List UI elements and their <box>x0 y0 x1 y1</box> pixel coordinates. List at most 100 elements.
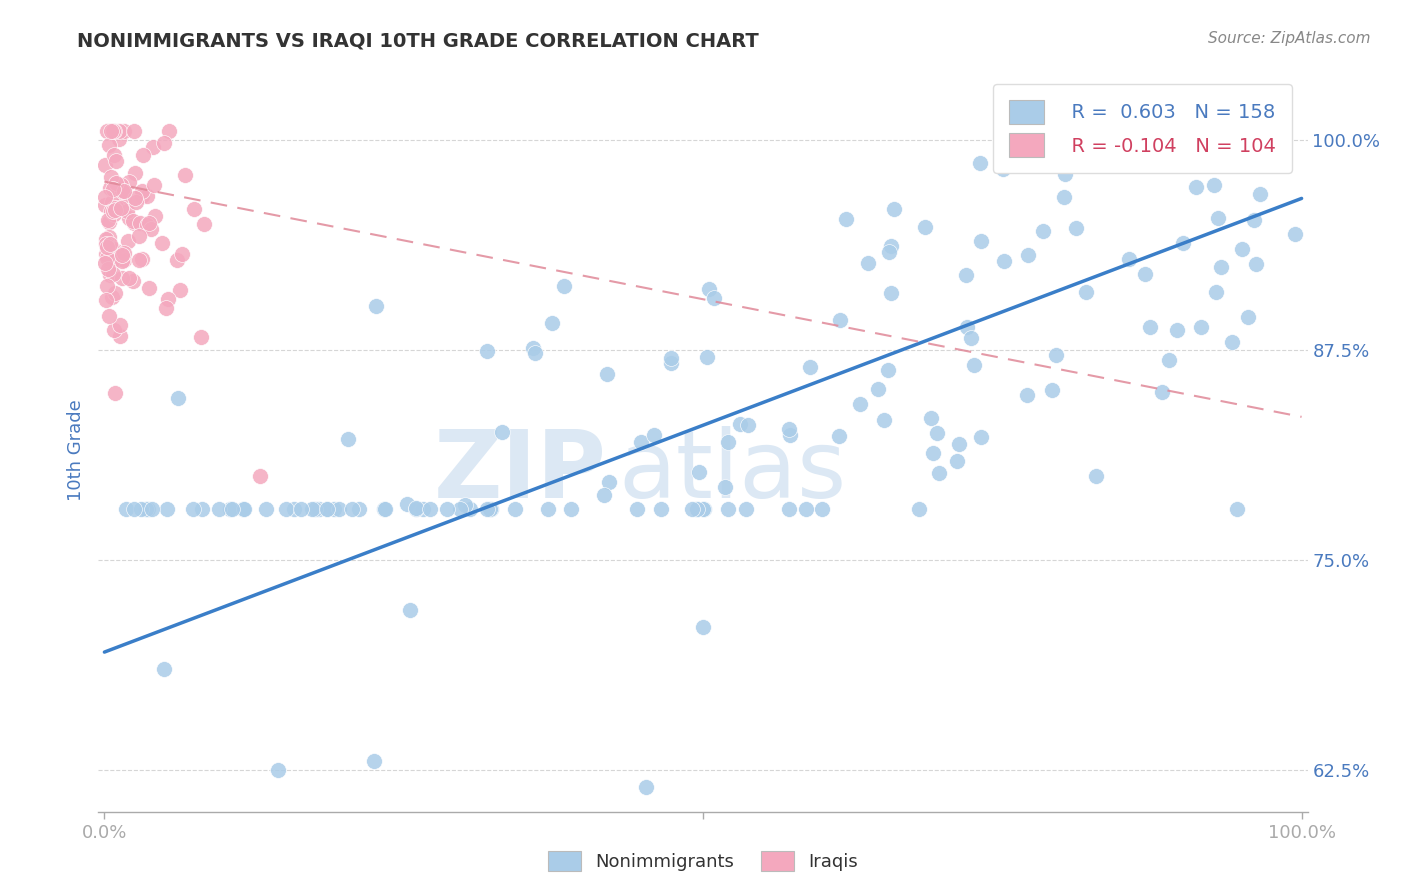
Point <box>98 237 121 252</box>
Point <box>696 350 718 364</box>
Point <box>112 253 135 268</box>
Point <box>103 322 125 336</box>
Point <box>103 202 125 216</box>
Point <box>1206 211 1229 226</box>
Point <box>880 286 903 301</box>
Point <box>728 417 751 431</box>
Point <box>97 215 120 229</box>
Point <box>419 502 441 516</box>
Point <box>928 467 950 481</box>
Point <box>1184 180 1206 194</box>
Point <box>1220 335 1243 350</box>
Point <box>948 437 970 451</box>
Point <box>1064 221 1087 235</box>
Point <box>96 124 118 138</box>
Point <box>479 502 502 516</box>
Point <box>643 428 665 442</box>
Point <box>315 502 337 516</box>
Point <box>1045 347 1067 361</box>
Point <box>221 502 243 516</box>
Point <box>191 502 214 516</box>
Point <box>122 124 145 138</box>
Point <box>172 247 194 261</box>
Point <box>1017 388 1039 402</box>
Point <box>848 397 870 411</box>
Point <box>101 204 124 219</box>
Point <box>111 184 134 198</box>
Point <box>167 392 190 406</box>
Point <box>101 241 124 255</box>
Point <box>872 413 894 427</box>
Point <box>340 502 363 516</box>
Point <box>856 256 879 270</box>
Point <box>111 247 134 261</box>
Point <box>1166 323 1188 337</box>
Text: ZIP: ZIP <box>433 426 606 518</box>
Point <box>301 502 323 516</box>
Point <box>97 310 120 324</box>
Point <box>181 502 204 516</box>
Point <box>135 219 157 233</box>
Point <box>105 202 128 216</box>
Y-axis label: 10th Grade: 10th Grade <box>66 400 84 501</box>
Point <box>1182 124 1205 138</box>
Point <box>128 253 150 268</box>
Point <box>713 480 735 494</box>
Point <box>626 502 648 516</box>
Point <box>104 386 127 401</box>
Point <box>193 217 215 231</box>
Point <box>131 185 153 199</box>
Text: atlas: atlas <box>619 426 846 518</box>
Point <box>879 239 901 253</box>
Point <box>405 502 427 516</box>
Point <box>94 293 117 308</box>
Point <box>449 502 471 516</box>
Point <box>914 220 936 235</box>
Point <box>1284 227 1306 242</box>
Point <box>97 261 120 276</box>
Point <box>121 274 143 288</box>
Point <box>946 454 969 468</box>
Point <box>100 169 122 184</box>
Point <box>1226 502 1249 516</box>
Point <box>630 434 652 449</box>
Point <box>267 763 290 777</box>
Point <box>98 255 121 269</box>
Point <box>907 502 929 516</box>
Point <box>157 292 180 306</box>
Point <box>124 502 146 516</box>
Point <box>153 662 176 676</box>
Point <box>96 252 118 266</box>
Point <box>1076 285 1098 299</box>
Point <box>395 497 418 511</box>
Point <box>128 228 150 243</box>
Point <box>475 502 498 516</box>
Point <box>100 194 122 209</box>
Point <box>560 502 582 516</box>
Point <box>1133 268 1156 282</box>
Point <box>1244 257 1267 271</box>
Point <box>737 417 759 432</box>
Point <box>141 139 163 153</box>
Point <box>143 178 166 192</box>
Point <box>650 502 672 516</box>
Point <box>101 182 124 196</box>
Point <box>969 156 991 170</box>
Point <box>129 502 152 516</box>
Point <box>1032 223 1054 237</box>
Point <box>100 124 122 138</box>
Point <box>111 253 134 268</box>
Point <box>131 252 153 267</box>
Point <box>883 202 905 216</box>
Point <box>103 207 125 221</box>
Point <box>152 235 174 250</box>
Point <box>174 168 197 182</box>
Point <box>107 124 129 138</box>
Point <box>101 290 124 304</box>
Point <box>959 331 981 345</box>
Point <box>108 328 131 343</box>
Point <box>98 268 121 282</box>
Point <box>794 502 817 516</box>
Point <box>524 346 547 360</box>
Point <box>131 188 153 202</box>
